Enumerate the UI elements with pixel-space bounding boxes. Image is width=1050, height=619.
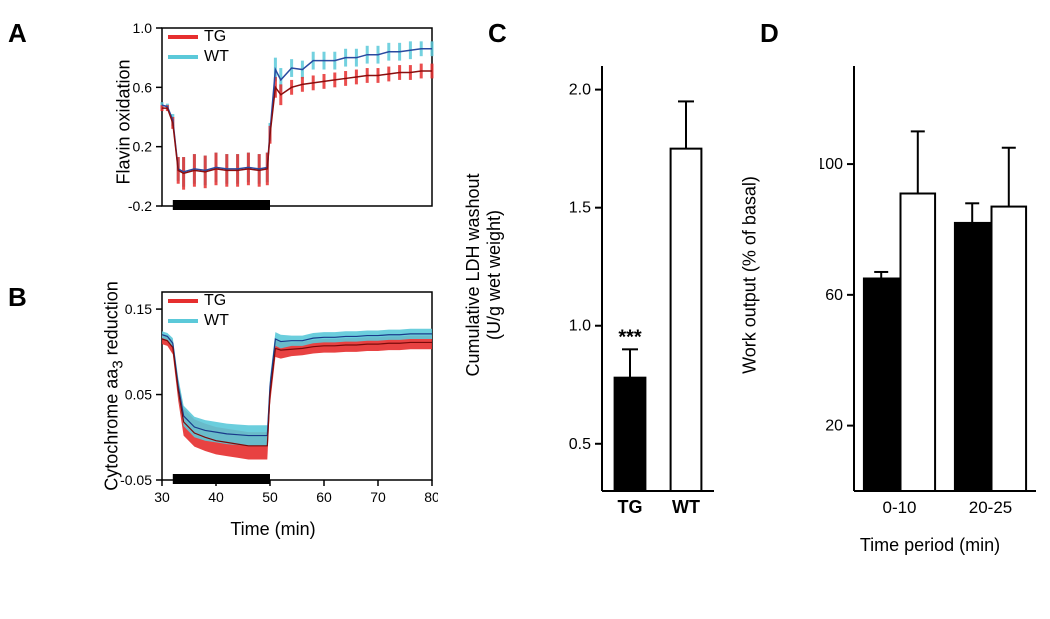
panel-a-chart: -0.20.20.61.0 Flavin oxidation TG WT bbox=[108, 22, 438, 222]
panel-b-ylabel: Cytochrome aa3 reduction bbox=[102, 256, 127, 516]
svg-text:0.05: 0.05 bbox=[125, 387, 152, 403]
panel-c-ylabel-line2: (U/g wet weight) bbox=[484, 60, 505, 490]
panel-b-label: B bbox=[8, 282, 27, 313]
svg-text:***: *** bbox=[618, 326, 642, 348]
legend-text: TG bbox=[204, 28, 226, 46]
panel-b-xlabel: Time (min) bbox=[108, 519, 438, 540]
legend-item-wt: WT bbox=[168, 312, 229, 330]
panel-c-chart: 0.51.01.52.0TG***WT Cumulative LDH washo… bbox=[568, 60, 718, 520]
panel-d-ylabel: Work output (% of basal) bbox=[740, 60, 761, 490]
panel-c-ylabel-line1: Cumulative LDH washout bbox=[463, 60, 484, 490]
svg-text:60: 60 bbox=[825, 287, 843, 304]
legend-text: WT bbox=[204, 312, 229, 330]
svg-text:60: 60 bbox=[316, 489, 332, 505]
svg-text:1.5: 1.5 bbox=[569, 200, 591, 217]
svg-text:30: 30 bbox=[154, 489, 170, 505]
legend-swatch-tg bbox=[168, 35, 198, 39]
panel-c-label: C bbox=[488, 18, 507, 49]
panel-c-ylabel: Cumulative LDH washout (U/g wet weight) bbox=[463, 60, 505, 490]
panel-b-legend: TG WT bbox=[168, 292, 229, 332]
legend-swatch-wt bbox=[168, 55, 198, 59]
legend-item-tg: TG bbox=[168, 28, 229, 46]
svg-text:WT: WT bbox=[672, 497, 700, 517]
svg-text:0.2: 0.2 bbox=[133, 139, 153, 155]
svg-text:1.0: 1.0 bbox=[133, 22, 153, 36]
legend-item-wt: WT bbox=[168, 48, 229, 66]
svg-text:TG: TG bbox=[618, 497, 643, 517]
panel-b-chart: -0.050.050.15304050607080 Cytochrome aa3… bbox=[108, 286, 438, 526]
legend-item-tg: TG bbox=[168, 292, 229, 310]
svg-text:50: 50 bbox=[262, 489, 278, 505]
svg-text:0.5: 0.5 bbox=[569, 436, 591, 453]
panel-d-xlabel: Time period (min) bbox=[820, 535, 1040, 556]
panel-d-label: D bbox=[760, 18, 779, 49]
svg-text:2.0: 2.0 bbox=[569, 82, 591, 99]
panel-d-chart: 20601000-1020-25 Work output (% of basal… bbox=[820, 60, 1040, 520]
panel-a-label: A bbox=[8, 18, 27, 49]
svg-text:70: 70 bbox=[370, 489, 386, 505]
svg-text:1.0: 1.0 bbox=[569, 318, 591, 335]
svg-text:40: 40 bbox=[208, 489, 224, 505]
svg-text:100: 100 bbox=[820, 156, 843, 173]
panel-a-ylabel: Flavin oxidation bbox=[114, 32, 135, 212]
svg-text:0.15: 0.15 bbox=[125, 301, 152, 317]
svg-text:20-25: 20-25 bbox=[969, 498, 1012, 517]
legend-swatch-wt bbox=[168, 319, 198, 323]
svg-text:80: 80 bbox=[424, 489, 438, 505]
svg-text:20: 20 bbox=[825, 418, 843, 435]
legend-text: TG bbox=[204, 292, 226, 310]
panel-a-legend: TG WT bbox=[168, 28, 229, 68]
legend-swatch-tg bbox=[168, 299, 198, 303]
svg-text:0-10: 0-10 bbox=[882, 498, 916, 517]
legend-text: WT bbox=[204, 48, 229, 66]
svg-text:0.6: 0.6 bbox=[133, 79, 153, 95]
